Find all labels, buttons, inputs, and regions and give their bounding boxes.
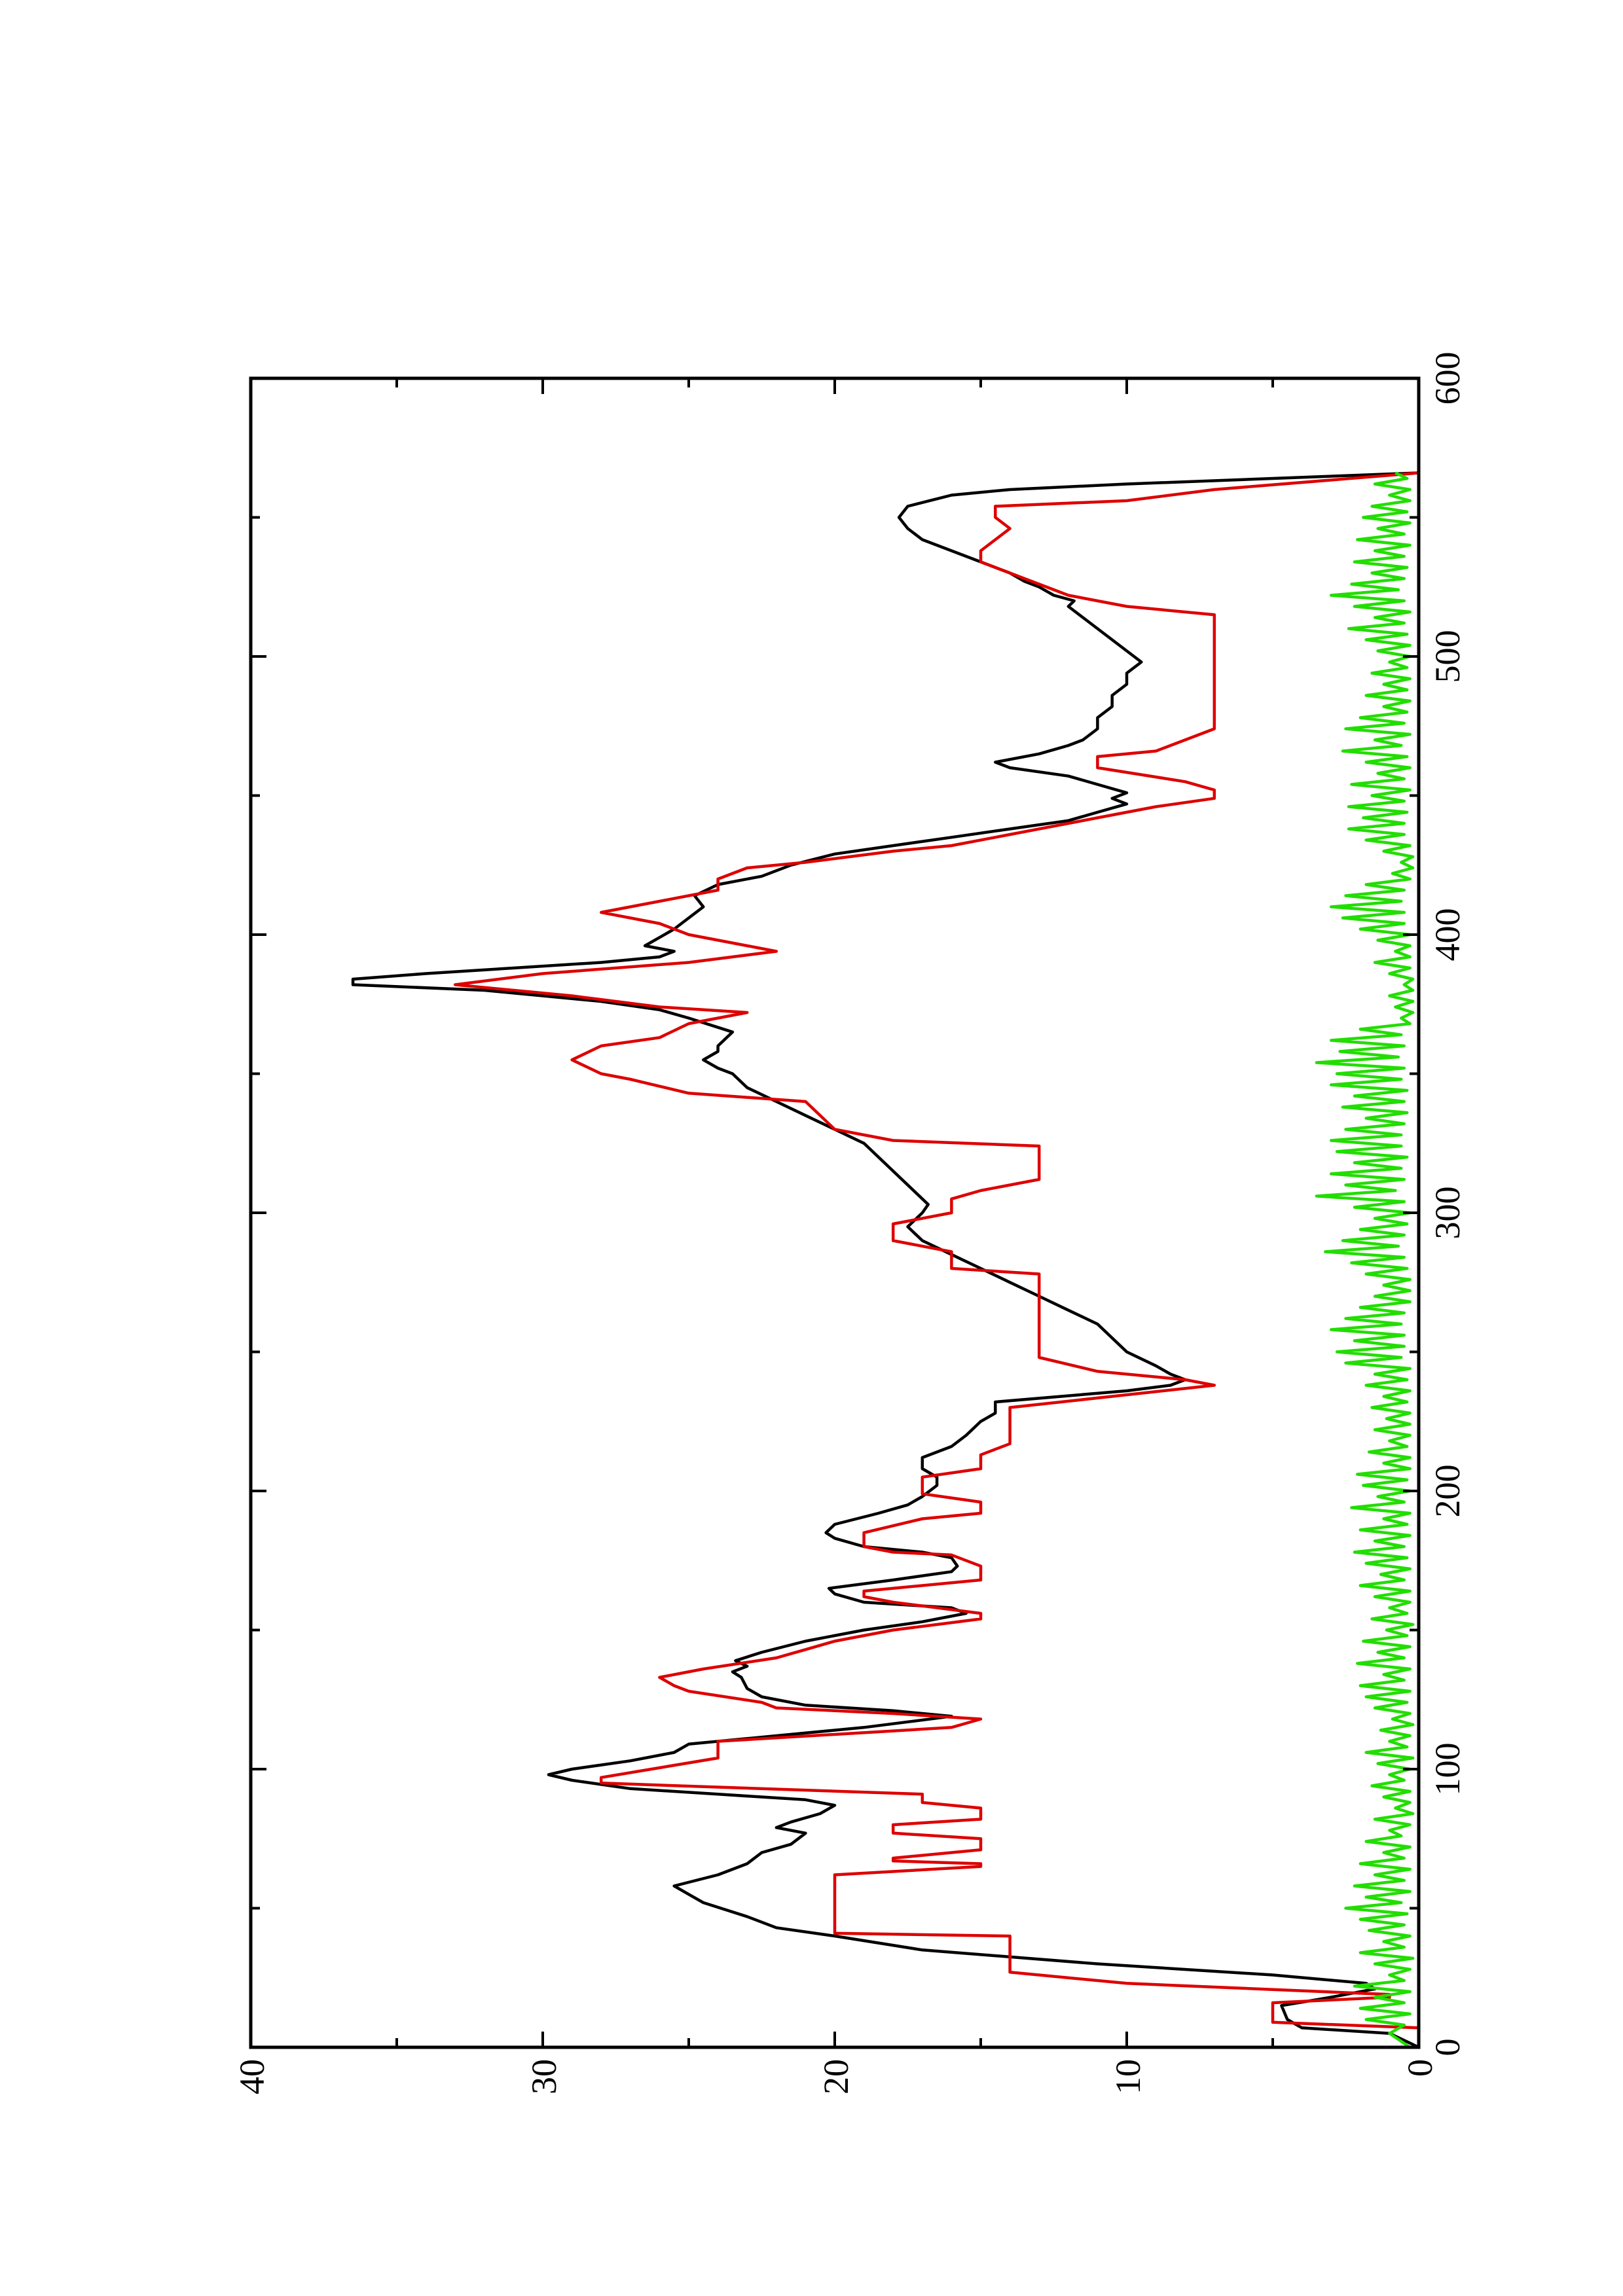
x-tick-label: 100 xyxy=(1428,1743,1467,1796)
series-line-green xyxy=(1315,471,1415,2049)
series-layer xyxy=(351,471,1421,2049)
label-layer: 0 100 200 300 400 500 600 0 10 20 30 40 xyxy=(232,352,1467,2095)
x-tick-label: 600 xyxy=(1428,352,1467,405)
x-tick-label: 0 xyxy=(1428,2039,1467,2056)
plot-frame xyxy=(249,376,1421,2049)
x-tick-label: 200 xyxy=(1428,1465,1467,1518)
x-tick-label: 400 xyxy=(1428,908,1467,961)
series-line-red xyxy=(453,471,1421,2047)
y-tick-label: 0 xyxy=(1400,2059,1440,2077)
y-tick-label: 10 xyxy=(1108,2059,1148,2094)
x-tick-label: 500 xyxy=(1428,630,1467,683)
tick-layer xyxy=(249,377,1420,2049)
y-tick-label: 40 xyxy=(232,2059,272,2094)
x-tick-label: 300 xyxy=(1428,1187,1467,1240)
y-tick-label: 30 xyxy=(524,2059,564,2094)
y-tick-label: 20 xyxy=(816,2059,856,2094)
series-line-black xyxy=(351,471,1419,2049)
